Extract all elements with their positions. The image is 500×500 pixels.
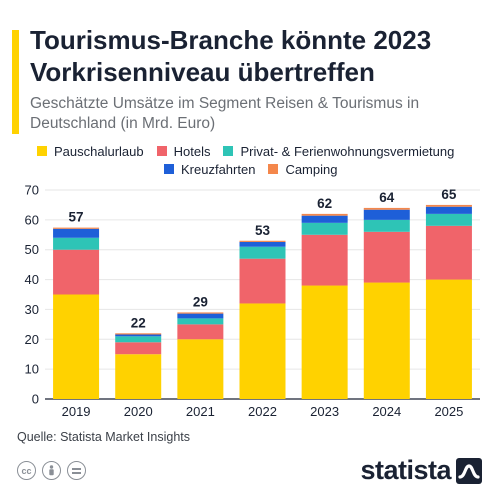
x-tick-label: 2024: [372, 404, 401, 419]
bar-segment-camping: [301, 213, 348, 216]
bar-segment-hotels: [301, 234, 348, 286]
bar-segment-privat-ferienwohnungsvermietung: [53, 237, 100, 250]
legend-label: Pauschalurlaub: [54, 143, 144, 159]
equals-icon[interactable]: [67, 461, 86, 480]
y-tick-label: 20: [25, 332, 39, 347]
bar-total-label: 65: [441, 187, 457, 202]
bar-segment-hotels: [425, 225, 472, 280]
bar-segment-hotels: [53, 249, 100, 295]
bar-segment-privat-ferienwohnungsvermietung: [115, 336, 162, 343]
source-note: Quelle: Statista Market Insights: [17, 430, 190, 444]
bar-segment-privat-ferienwohnungsvermietung: [425, 213, 472, 226]
bar-segment-pauschalurlaub: [239, 303, 286, 399]
legend-swatch: [37, 146, 47, 156]
bar-segment-camping: [177, 312, 224, 314]
bar-segment-hotels: [239, 258, 286, 304]
chart-title: Tourismus-Branche könnte 2023 Vorkrisenn…: [30, 25, 432, 87]
legend-label: Privat- & Ferienwohnungsvermietung: [240, 143, 455, 159]
legend-item-pauschalurlaub: Pauschalurlaub: [37, 144, 144, 159]
bar-segment-hotels: [177, 324, 224, 340]
bar-segment-pauschalurlaub: [301, 285, 348, 399]
bar-segment-pauschalurlaub: [115, 354, 162, 399]
person-icon[interactable]: [42, 461, 61, 480]
legend-item-hotels: Hotels: [156, 143, 211, 159]
legend: Pauschalurlaub Hotels Privat- & Ferienwo…: [37, 142, 492, 178]
y-tick-label: 50: [25, 242, 39, 257]
legend-swatch: [156, 146, 167, 156]
bar-segment-kreuzfahrten: [425, 206, 472, 214]
legend-swatch: [164, 164, 174, 174]
bar-segment-camping: [115, 333, 162, 335]
bar-segment-privat-ferienwohnungsvermietung: [177, 318, 224, 325]
legend-swatch: [268, 164, 279, 174]
bar-segment-camping: [239, 240, 286, 242]
x-tick-label: 2019: [62, 404, 91, 419]
license-icons: cc: [17, 461, 86, 480]
bar-segment-kreuzfahrten: [177, 313, 224, 319]
y-tick-label: 70: [25, 183, 39, 198]
bar-total-label: 53: [255, 223, 271, 238]
x-tick-label: 2022: [248, 404, 277, 419]
y-tick-label: 30: [25, 302, 39, 317]
statista-brand[interactable]: statista: [360, 455, 482, 486]
cc-icon[interactable]: cc: [17, 461, 36, 480]
x-tick-label: 2020: [124, 404, 153, 419]
x-tick-label: 2025: [434, 404, 463, 419]
chart-subtitle: Geschätzte Umsätze im Segment Reisen & T…: [30, 95, 420, 132]
title-accent-bar: [12, 30, 19, 134]
legend-label: Hotels: [173, 143, 211, 159]
brand-wordmark: statista: [360, 455, 451, 485]
bar-segment-privat-ferienwohnungsvermietung: [239, 246, 286, 259]
bar-total-label: 64: [379, 190, 395, 205]
bar-segment-pauschalurlaub: [425, 279, 472, 399]
y-tick-label: 0: [32, 392, 39, 407]
y-tick-label: 60: [25, 212, 39, 227]
legend-item-ferienwohnung: Privat- & Ferienwohnungsvermietung: [223, 144, 454, 159]
bar-segment-kreuzfahrten: [301, 215, 348, 223]
legend-label: Camping: [285, 161, 338, 177]
legend-item-kreuzfahrten: Kreuzfahrten: [164, 162, 255, 177]
bar-segment-camping: [363, 207, 410, 210]
bar-segment-camping: [53, 227, 100, 229]
bar-segment-pauschalurlaub: [53, 294, 100, 399]
y-tick-label: 40: [25, 272, 39, 287]
bar-segment-kreuzfahrten: [239, 241, 286, 247]
legend-item-camping: Camping: [268, 162, 337, 177]
bar-segment-pauschalurlaub: [363, 282, 410, 399]
bar-segment-kreuzfahrten: [115, 334, 162, 337]
x-tick-label: 2023: [310, 404, 339, 419]
bar-segment-hotels: [363, 231, 410, 283]
bar-total-label: 22: [131, 315, 146, 330]
legend-row: Pauschalurlaub Hotels Privat- & Ferienwo…: [37, 142, 492, 160]
bar-segment-kreuzfahrten: [53, 228, 100, 238]
legend-label: Kreuzfahrten: [181, 161, 256, 177]
bar-segment-pauschalurlaub: [177, 339, 224, 399]
x-tick-label: 2021: [186, 404, 215, 419]
y-tick-label: 10: [25, 362, 39, 377]
bar-total-label: 62: [317, 196, 332, 211]
bar-segment-privat-ferienwohnungsvermietung: [363, 219, 410, 232]
bar-segment-privat-ferienwohnungsvermietung: [301, 222, 348, 235]
bar-segment-hotels: [115, 342, 162, 355]
statista-logo-icon: [456, 457, 482, 484]
bar-total-label: 29: [193, 294, 208, 309]
bar-segment-camping: [425, 204, 472, 207]
legend-row: Kreuzfahrten Camping: [37, 160, 492, 178]
bar-total-label: 57: [69, 210, 84, 225]
bar-segment-kreuzfahrten: [363, 209, 410, 220]
legend-swatch: [223, 146, 234, 156]
